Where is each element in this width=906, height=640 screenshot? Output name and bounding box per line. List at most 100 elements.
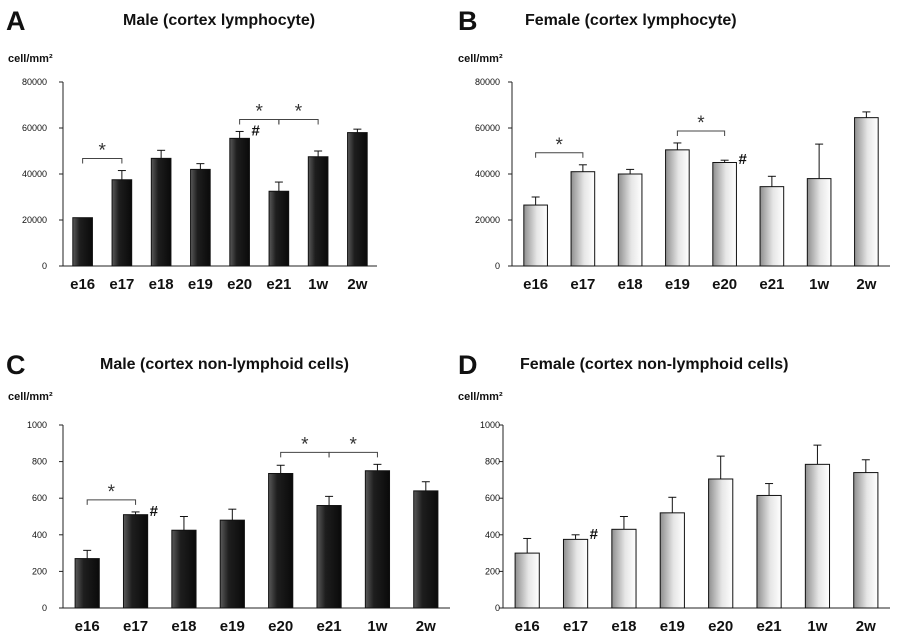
panel-a-letter: A: [6, 6, 26, 36]
panel-c-xtick-label: e19: [220, 618, 245, 635]
panel-b-xtick-label: e21: [759, 276, 784, 293]
panel-d-bar-e21: [756, 494, 782, 609]
panel-a-bar-e19: [190, 168, 211, 267]
panel-b-significance-bracket: [535, 152, 584, 158]
panel-c-bar-e19: [219, 519, 245, 609]
panel-c-xtick-label: e17: [123, 618, 148, 635]
panel-b-xtick-label: e17: [570, 276, 595, 293]
panel-a-significance-star: *: [256, 101, 264, 122]
panel-c-xtick-label: e21: [317, 618, 342, 635]
panel-d-letter: D: [458, 350, 478, 380]
panel-c-title: Male (cortex non-lymphoid cells): [100, 356, 349, 373]
panel-c-ytick-label: 200: [32, 566, 47, 576]
panel-a-xtick-label: 1w: [308, 276, 328, 293]
panel-d-ytick-label: 800: [485, 457, 500, 467]
panel-a-significance-bracket: [278, 118, 319, 125]
panel-c-ytick-label: 800: [32, 457, 47, 467]
panel-c-significance-bracket: [328, 451, 378, 458]
panel-a-bar-e16: [72, 217, 93, 267]
panel-d-bar-2w: [853, 472, 879, 609]
panel-c-ytick-label: 600: [32, 493, 47, 503]
panel-d-hash-marker: #: [590, 526, 599, 543]
panel-d-bar-e19: [659, 512, 685, 609]
panel-c-bar-e16: [74, 558, 100, 609]
panel-b-hash-marker: #: [738, 151, 747, 168]
panel-d-xtick-label: e20: [708, 618, 733, 635]
panel-c-hash-marker: #: [150, 503, 159, 520]
panel-a-ytick-label: 60000: [22, 123, 47, 133]
panel-c-bar-e21: [316, 505, 342, 609]
panel-b-ylabel: cell/mm²: [458, 53, 503, 65]
panel-d-ylabel: cell/mm²: [458, 391, 503, 403]
panel-d-ytick-label: 600: [485, 493, 500, 503]
panel-d-xtick-label: 1w: [807, 618, 827, 635]
panel-c-xtick-label: 2w: [416, 618, 436, 635]
panel-a-ytick-label: 20000: [22, 215, 47, 225]
panel-a-ytick-label: 40000: [22, 169, 47, 179]
panel-b-significance-bracket: [676, 130, 726, 136]
panel-c-xtick-label: e18: [171, 618, 196, 635]
panel-b-xtick-label: 2w: [856, 276, 876, 293]
panel-b-xtick-label: e18: [618, 276, 643, 293]
panel-b-xtick-label: 1w: [809, 276, 829, 293]
panel-c-bar-e18: [171, 529, 197, 609]
panel-b-xtick-label: e16: [523, 276, 548, 293]
panel-a-bar-2w: [347, 132, 368, 267]
panel-b-ytick-label: 0: [495, 261, 500, 271]
panel-d-ytick-label: 0: [495, 603, 500, 613]
panel-a-bar-e21: [268, 190, 290, 267]
panel-b-bar-e20: [712, 162, 737, 267]
panel-b-ytick-label: 60000: [475, 123, 500, 133]
panel-d-bar-e18: [611, 528, 637, 609]
panel-a-significance-star: *: [295, 101, 303, 122]
panel-d-xtick-label: e18: [611, 618, 636, 635]
panel-d-ytick-label: 200: [485, 566, 500, 576]
panel-c-ytick-label: 1000: [27, 420, 47, 430]
panel-c-bar-e20: [268, 472, 294, 609]
panel-c-bar-2w: [413, 490, 439, 609]
panel-b-significance-star: *: [697, 113, 705, 134]
panel-b-letter: B: [458, 6, 478, 36]
panel-b-bar-e21: [759, 186, 785, 267]
panel-a-xtick-label: e19: [188, 276, 213, 293]
panel-a-xtick-label: 2w: [347, 276, 367, 293]
panel-a-xtick-label: e18: [149, 276, 174, 293]
panel-a-xtick-label: e16: [70, 276, 95, 293]
panel-b-bar-e16: [523, 204, 548, 267]
panel-b-ytick-label: 80000: [475, 77, 500, 87]
panel-b-xtick-label: e20: [712, 276, 737, 293]
panel-d-xtick-label: e17: [563, 618, 588, 635]
panel-b-bar-e19: [665, 149, 690, 267]
panel-d-xtick-label: e16: [515, 618, 540, 635]
panel-c-ytick-label: 400: [32, 530, 47, 540]
panel-c-bar-1w: [364, 470, 391, 609]
panel-c-bar-e17: [122, 514, 149, 609]
panel-c-significance-star: *: [108, 482, 116, 503]
panel-d-bar-e17: [562, 538, 589, 609]
panel-a-xtick-label: e21: [266, 276, 291, 293]
panel-d-ytick-label: 1000: [480, 420, 500, 430]
panel-c-significance-star: *: [350, 434, 358, 455]
panel-b-ytick-label: 20000: [475, 215, 500, 225]
panel-b-bar-1w: [806, 178, 832, 267]
panel-d-title: Female (cortex non-lymphoid cells): [520, 356, 789, 373]
panel-d-xtick-label: e21: [757, 618, 782, 635]
panel-b-xtick-label: e19: [665, 276, 690, 293]
panel-c-ylabel: cell/mm²: [8, 391, 53, 403]
panel-b-title: Female (cortex lymphocyte): [525, 12, 737, 29]
panel-d-bar-e20: [708, 478, 734, 609]
panel-c-xtick-label: 1w: [367, 618, 387, 635]
panel-a-bar-1w: [307, 156, 329, 267]
panel-c-significance-bracket: [86, 499, 137, 505]
panel-b-bar-2w: [854, 117, 879, 267]
panel-a-ytick-label: 0: [42, 261, 47, 271]
panel-a-significance-bracket: [82, 158, 123, 164]
panel-a-bar-e20: [229, 137, 250, 267]
panel-d-ytick-label: 400: [485, 530, 500, 540]
panel-a-bar-e18: [150, 157, 172, 267]
panel-a-title: Male (cortex lymphocyte): [123, 12, 315, 29]
panel-a-ylabel: cell/mm²: [8, 53, 53, 65]
panel-c-letter: C: [6, 350, 26, 380]
panel-c-xtick-label: e20: [268, 618, 293, 635]
